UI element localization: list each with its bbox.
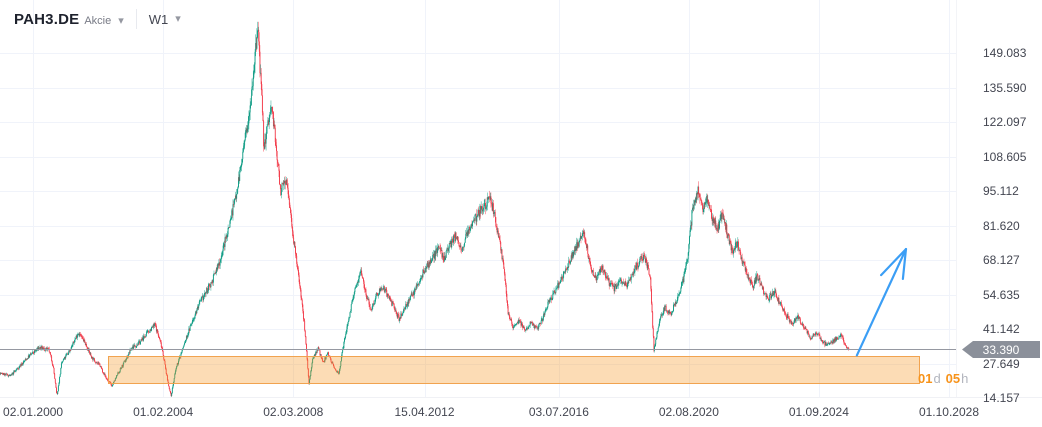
support-zone[interactable] <box>108 356 920 384</box>
time-tick-label: 15.04.2012 <box>394 405 455 419</box>
chart-canvas[interactable] <box>0 0 956 397</box>
price-tick-label: 122.097 <box>983 115 1027 130</box>
timeframe-label: W1 <box>148 11 169 27</box>
price-tick-label: 27.649 <box>983 356 1020 371</box>
price-tick-label: 54.635 <box>983 287 1020 302</box>
price-tick-label: 41.142 <box>983 322 1020 337</box>
timeframe-button[interactable]: W1 ▾ <box>149 12 181 27</box>
countdown-days-unit: d <box>933 371 941 386</box>
price-tick-label: 14.157 <box>983 391 1020 406</box>
time-tick-label: 01.10.2028 <box>918 405 979 419</box>
price-tick-label: 95.112 <box>983 184 1019 199</box>
time-axis-separator <box>0 397 1042 398</box>
header-divider <box>135 9 137 29</box>
countdown-label: 01d 05h <box>918 371 968 386</box>
last-price-badge: 33.390 <box>962 341 1040 358</box>
price-axis-separator <box>956 0 957 397</box>
countdown-hours-unit: h <box>961 371 969 386</box>
symbol-name: PAH3.DE <box>14 10 80 28</box>
chevron-down-icon: ▾ <box>175 12 181 25</box>
time-tick-label: 01.09.2024 <box>788 405 849 419</box>
time-scale[interactable]: 02.01.2000 01.02.2004 02.03.2008 15.04.2012… <box>0 400 1042 427</box>
price-tick-label: 135.590 <box>983 80 1027 95</box>
chevron-down-icon: ▾ <box>118 14 124 27</box>
price-tick-label: 68.127 <box>983 253 1020 268</box>
countdown-days-value: 01 <box>917 371 933 386</box>
price-tick-label: 81.620 <box>983 218 1020 233</box>
time-tick-label: 01.02.2004 <box>133 405 194 419</box>
countdown-hours-value: 05 <box>945 371 961 386</box>
time-tick-label: 02.03.2008 <box>263 405 324 419</box>
price-tick-label: 149.083 <box>983 46 1027 61</box>
time-tick-label: 02.01.2000 <box>3 405 64 419</box>
price-scale[interactable]: 33.390 149.083 135.590 122.097 108.605 95.11… <box>956 0 1042 405</box>
time-tick-label: 02.08.2020 <box>658 405 719 419</box>
symbol-button[interactable]: PAH3.DE Akcie ▾ <box>14 11 124 28</box>
chart-header: PAH3.DE Akcie ▾ W1 ▾ <box>14 9 181 29</box>
time-tick-label: 03.07.2016 <box>528 405 589 419</box>
instrument-type-label: Akcie <box>84 14 112 27</box>
price-tick-label: 108.605 <box>983 149 1027 164</box>
last-price-line <box>0 349 956 350</box>
